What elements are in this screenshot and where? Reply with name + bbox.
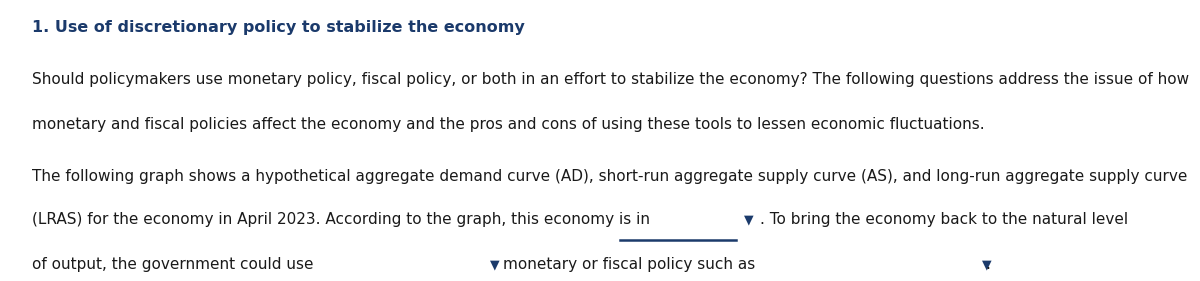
Text: ▼: ▼ xyxy=(982,259,991,271)
Text: . To bring the economy back to the natural level: . To bring the economy back to the natur… xyxy=(760,212,1128,227)
Text: Should policymakers use monetary policy, fiscal policy, or both in an effort to : Should policymakers use monetary policy,… xyxy=(32,72,1189,87)
Text: .: . xyxy=(985,257,990,272)
Text: of output, the government could use: of output, the government could use xyxy=(32,257,314,272)
Text: (LRAS) for the economy in April 2023. According to the graph, this economy is in: (LRAS) for the economy in April 2023. Ac… xyxy=(32,212,650,227)
Text: ▼: ▼ xyxy=(744,214,754,226)
Text: 1. Use of discretionary policy to stabilize the economy: 1. Use of discretionary policy to stabil… xyxy=(32,20,526,35)
Text: ▼: ▼ xyxy=(490,259,499,271)
Text: monetary or fiscal policy such as: monetary or fiscal policy such as xyxy=(503,257,755,272)
Text: The following graph shows a hypothetical aggregate demand curve (AD), short-run : The following graph shows a hypothetical… xyxy=(32,169,1188,183)
Text: monetary and fiscal policies affect the economy and the pros and cons of using t: monetary and fiscal policies affect the … xyxy=(32,117,985,132)
